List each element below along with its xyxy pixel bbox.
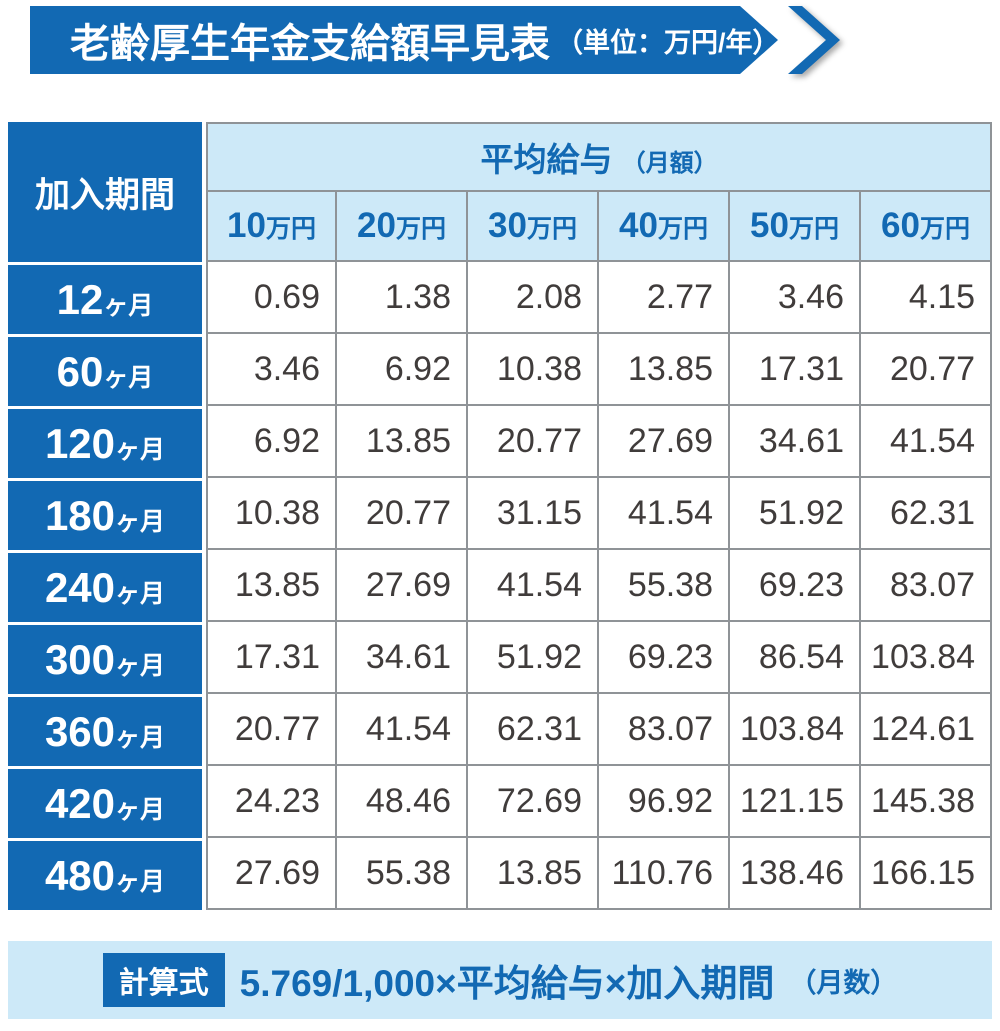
value-cell: 62.31 xyxy=(861,478,993,550)
table-row: 120ヶ月 6.92 13.85 20.77 27.69 34.61 41.54 xyxy=(8,406,993,478)
value-cell: 41.54 xyxy=(337,694,468,766)
value-cell: 13.85 xyxy=(337,406,468,478)
value-cell: 103.84 xyxy=(861,622,993,694)
table-row: 12ヶ月 0.69 1.38 2.08 2.77 3.46 4.15 xyxy=(8,262,993,334)
table-row: 180ヶ月 10.38 20.77 31.15 41.54 51.92 62.3… xyxy=(8,478,993,550)
formula-text: 5.769/1,000×平均給与×加入期間 xyxy=(239,963,775,1004)
value-cell: 3.46 xyxy=(206,334,337,406)
value-cell: 83.07 xyxy=(599,694,730,766)
value-cell: 24.23 xyxy=(206,766,337,838)
value-cell: 10.38 xyxy=(206,478,337,550)
value-cell: 69.23 xyxy=(730,550,861,622)
value-cell: 55.38 xyxy=(337,838,468,910)
banner-ribbon: 老齢厚生年金支給額早見表 （単位：万円/年） xyxy=(30,6,778,74)
table-row: 480ヶ月 27.69 55.38 13.85 110.76 138.46 16… xyxy=(8,838,993,910)
value-cell: 27.69 xyxy=(599,406,730,478)
value-cell: 51.92 xyxy=(730,478,861,550)
table-row: 420ヶ月 24.23 48.46 72.69 96.92 121.15 145… xyxy=(8,766,993,838)
value-cell: 96.92 xyxy=(599,766,730,838)
row-header: 420ヶ月 xyxy=(8,766,206,838)
column-header: 10万円 xyxy=(206,192,337,262)
value-cell: 51.92 xyxy=(468,622,599,694)
value-cell: 83.07 xyxy=(861,550,993,622)
table-row: 240ヶ月 13.85 27.69 41.54 55.38 69.23 83.0… xyxy=(8,550,993,622)
value-cell: 6.92 xyxy=(206,406,337,478)
column-header: 20万円 xyxy=(337,192,468,262)
value-cell: 20.77 xyxy=(861,334,993,406)
value-cell: 10.38 xyxy=(468,334,599,406)
formula-bar: 計算式 5.769/1,000×平均給与×加入期間 （月数） xyxy=(8,941,992,1019)
value-cell: 20.77 xyxy=(206,694,337,766)
column-header: 40万円 xyxy=(599,192,730,262)
column-header: 60万円 xyxy=(861,192,993,262)
value-cell: 27.69 xyxy=(206,838,337,910)
table-row: 300ヶ月 17.31 34.61 51.92 69.23 86.54 103.… xyxy=(8,622,993,694)
value-cell: 1.38 xyxy=(337,262,468,334)
value-cell: 2.77 xyxy=(599,262,730,334)
value-cell: 6.92 xyxy=(337,334,468,406)
group-header-note: （月額） xyxy=(621,150,718,177)
value-cell: 27.69 xyxy=(337,550,468,622)
value-cell: 69.23 xyxy=(599,622,730,694)
row-header: 12ヶ月 xyxy=(8,262,206,334)
formula-note: （月数） xyxy=(789,967,898,998)
group-header: 平均給与 （月額） xyxy=(206,122,993,192)
value-cell: 17.31 xyxy=(206,622,337,694)
value-cell: 124.61 xyxy=(861,694,993,766)
corner-header: 加入期間 xyxy=(8,122,206,262)
value-cell: 13.85 xyxy=(468,838,599,910)
value-cell: 72.69 xyxy=(468,766,599,838)
value-cell: 34.61 xyxy=(730,406,861,478)
formula-label: 計算式 xyxy=(102,953,225,1007)
value-cell: 103.84 xyxy=(730,694,861,766)
value-cell: 41.54 xyxy=(861,406,993,478)
row-header: 120ヶ月 xyxy=(8,406,206,478)
value-cell: 55.38 xyxy=(599,550,730,622)
value-cell: 0.69 xyxy=(206,262,337,334)
row-header: 240ヶ月 xyxy=(8,550,206,622)
value-cell: 20.77 xyxy=(468,406,599,478)
value-cell: 41.54 xyxy=(468,550,599,622)
value-cell: 4.15 xyxy=(861,262,993,334)
page-title: 老齢厚生年金支給額早見表 xyxy=(70,22,550,66)
column-header: 50万円 xyxy=(730,192,861,262)
value-cell: 121.15 xyxy=(730,766,861,838)
value-cell: 3.46 xyxy=(730,262,861,334)
column-header: 30万円 xyxy=(468,192,599,262)
row-header: 480ヶ月 xyxy=(8,838,206,910)
row-header: 60ヶ月 xyxy=(8,334,206,406)
value-cell: 31.15 xyxy=(468,478,599,550)
value-cell: 13.85 xyxy=(599,334,730,406)
value-cell: 34.61 xyxy=(337,622,468,694)
value-cell: 110.76 xyxy=(599,838,730,910)
unit-note: （単位：万円/年） xyxy=(556,27,780,58)
pension-table: 加入期間 平均給与 （月額） 10万円 20万円 30万円 40万円 50万円 … xyxy=(8,122,993,910)
value-cell: 2.08 xyxy=(468,262,599,334)
row-header: 300ヶ月 xyxy=(8,622,206,694)
banner: 老齢厚生年金支給額早見表 （単位：万円/年） xyxy=(30,6,840,74)
value-cell: 48.46 xyxy=(337,766,468,838)
value-cell: 20.77 xyxy=(337,478,468,550)
row-header: 180ヶ月 xyxy=(8,478,206,550)
value-cell: 41.54 xyxy=(599,478,730,550)
table-row: 60ヶ月 3.46 6.92 10.38 13.85 17.31 20.77 xyxy=(8,334,993,406)
value-cell: 166.15 xyxy=(861,838,993,910)
value-cell: 86.54 xyxy=(730,622,861,694)
chevron-right-icon xyxy=(788,6,840,74)
value-cell: 145.38 xyxy=(861,766,993,838)
value-cell: 138.46 xyxy=(730,838,861,910)
group-header-label: 平均給与 xyxy=(480,141,613,178)
row-header: 360ヶ月 xyxy=(8,694,206,766)
value-cell: 17.31 xyxy=(730,334,861,406)
value-cell: 62.31 xyxy=(468,694,599,766)
table-row: 360ヶ月 20.77 41.54 62.31 83.07 103.84 124… xyxy=(8,694,993,766)
value-cell: 13.85 xyxy=(206,550,337,622)
